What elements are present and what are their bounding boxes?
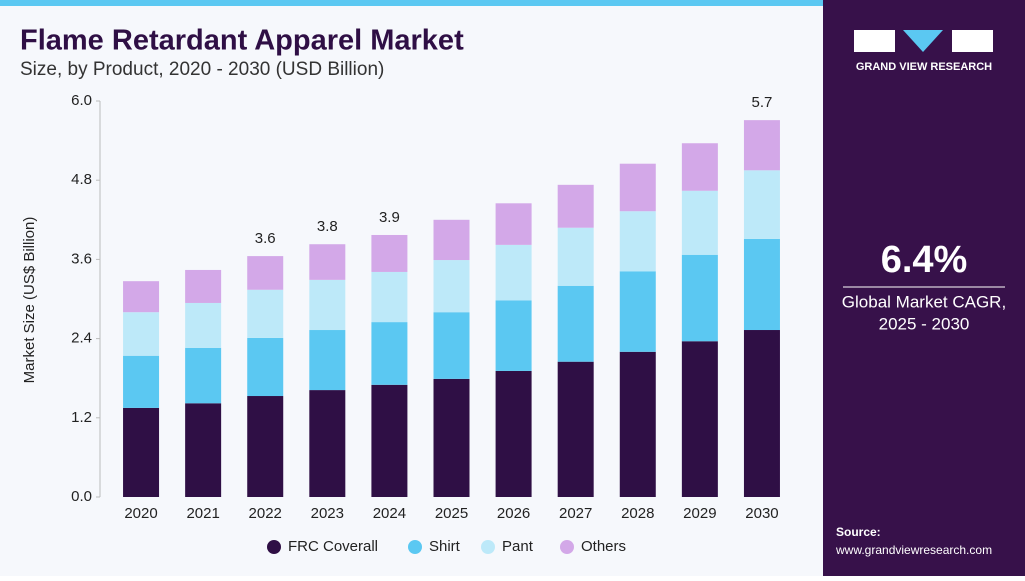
- bar-segment: [247, 256, 284, 290]
- bar-segment: [495, 300, 532, 371]
- legend-label: Others: [581, 538, 626, 555]
- bar-segment: [309, 279, 346, 331]
- cagr-value: 6.4%: [881, 239, 968, 281]
- bar-segment: [371, 234, 408, 272]
- bar-segment: [619, 163, 656, 212]
- bar-segment: [309, 330, 346, 391]
- x-tick-label: 2022: [249, 505, 282, 522]
- x-tick-label: 2027: [559, 505, 592, 522]
- legend-label: Shirt: [429, 538, 461, 555]
- cagr-label: Global Market CAGR,: [842, 292, 1006, 311]
- y-tick-label: 3.6: [71, 250, 92, 267]
- bar-segment: [743, 120, 780, 171]
- bar-segment: [247, 289, 284, 338]
- bar-segment: [743, 170, 780, 239]
- bar-segment: [185, 403, 222, 497]
- sidebar: [823, 0, 1025, 576]
- bar-segment: [309, 390, 346, 497]
- total-label: 5.7: [752, 94, 773, 111]
- source-url: www.grandviewresearch.com: [835, 543, 992, 557]
- bar-segment: [557, 285, 594, 362]
- bar-segment: [247, 337, 284, 397]
- legend-swatch: [560, 540, 574, 554]
- legend-swatch: [481, 540, 495, 554]
- bar-segment: [247, 396, 284, 497]
- x-tick-label: 2025: [435, 505, 468, 522]
- bar-segment: [123, 281, 160, 313]
- total-label: 3.9: [379, 209, 400, 226]
- logo-block: [903, 30, 943, 52]
- logo-block: [854, 30, 895, 52]
- bar-segment: [743, 330, 780, 497]
- bar-segment: [495, 370, 532, 497]
- x-tick-label: 2023: [311, 505, 344, 522]
- bar-segment: [743, 238, 780, 331]
- legend-label: Pant: [502, 538, 534, 555]
- legend-swatch: [408, 540, 422, 554]
- bar-segment: [371, 384, 408, 497]
- bar-segment: [681, 143, 718, 191]
- legend-swatch: [267, 540, 281, 554]
- bar-segment: [557, 184, 594, 228]
- chart-title: Flame Retardant Apparel Market: [20, 25, 464, 57]
- x-tick-label: 2026: [497, 505, 530, 522]
- bar-segment: [557, 227, 594, 286]
- x-tick-label: 2030: [745, 505, 778, 522]
- y-tick-label: 0.0: [71, 488, 92, 505]
- bar-segment: [185, 302, 222, 348]
- bar-segment: [371, 271, 408, 323]
- y-tick-label: 4.8: [71, 171, 92, 188]
- chart-subtitle: Size, by Product, 2020 - 2030 (USD Billi…: [20, 59, 384, 80]
- bar-segment: [433, 312, 470, 379]
- cagr-label: 2025 - 2030: [879, 314, 970, 333]
- bar-segment: [619, 271, 656, 352]
- bar-segment: [433, 260, 470, 313]
- bar-segment: [681, 254, 718, 342]
- bar-segment: [433, 219, 470, 261]
- total-label: 3.8: [317, 218, 338, 235]
- bar-segment: [681, 190, 718, 255]
- x-tick-label: 2020: [124, 505, 157, 522]
- bar-segment: [495, 203, 532, 245]
- bar-segment: [681, 341, 718, 497]
- bar-segment: [185, 347, 222, 404]
- bar-segment: [185, 269, 222, 303]
- y-tick-label: 1.2: [71, 409, 92, 426]
- source-title: Source:: [836, 525, 881, 539]
- bar-segment: [557, 361, 594, 497]
- bar-segment: [619, 211, 656, 272]
- logo: GRAND VIEW RESEARCH: [854, 30, 993, 73]
- logo-block: [952, 30, 993, 52]
- total-label: 3.6: [255, 230, 276, 247]
- bar-segment: [371, 322, 408, 385]
- bar-segment: [433, 378, 470, 497]
- legend-label: FRC Coverall: [288, 538, 378, 555]
- y-tick-label: 6.0: [71, 92, 92, 109]
- brand: GRAND VIEW RESEARCH: [856, 61, 992, 73]
- bar-segment: [619, 351, 656, 497]
- x-tick-label: 2029: [683, 505, 716, 522]
- bar-segment: [123, 355, 160, 408]
- bar-segment: [123, 407, 160, 497]
- x-tick-label: 2024: [373, 505, 406, 522]
- bar-segment: [495, 244, 532, 301]
- y-axis-label: Market Size (US$ Billion): [21, 217, 38, 384]
- top-stripe: [0, 0, 823, 6]
- y-tick-label: 2.4: [71, 330, 92, 347]
- x-tick-label: 2028: [621, 505, 654, 522]
- bar-segment: [123, 312, 160, 356]
- bar-segment: [309, 244, 346, 280]
- x-tick-label: 2021: [186, 505, 219, 522]
